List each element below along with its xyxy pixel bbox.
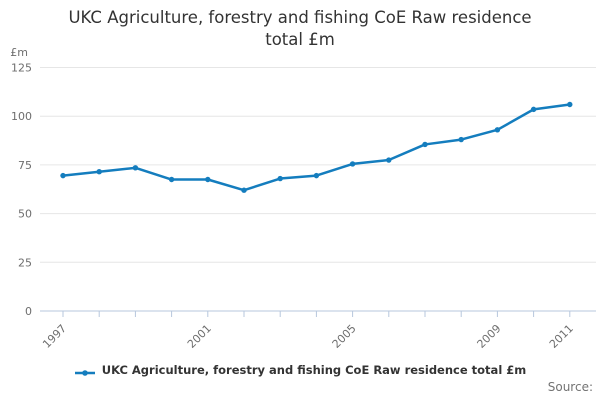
x-axis-ticks — [62, 311, 571, 317]
svg-text:25: 25 — [18, 256, 32, 269]
svg-text:2011: 2011 — [547, 322, 576, 351]
svg-text:1997: 1997 — [40, 322, 69, 351]
chart-title: UKC Agriculture, forestry and fishing Co… — [68, 8, 532, 50]
svg-text:2001: 2001 — [185, 322, 214, 351]
legend-line-marker-icon — [74, 364, 96, 376]
y-axis-unit-label: £m — [10, 46, 28, 59]
svg-text:2005: 2005 — [330, 322, 359, 351]
svg-text:2009: 2009 — [475, 322, 504, 351]
legend-item-label[interactable]: UKC Agriculture, forestry and fishing Co… — [101, 363, 527, 377]
x-axis-labels: 1997 2001 2005 2009 2011 — [40, 322, 576, 351]
svg-text:0: 0 — [25, 305, 32, 318]
data-points — [60, 101, 573, 193]
svg-text:75: 75 — [18, 159, 32, 172]
gridlines — [40, 67, 596, 263]
y-axis-labels: 0 25 50 75 100 125 £m — [10, 46, 32, 318]
svg-text:125: 125 — [11, 62, 32, 75]
svg-text:50: 50 — [18, 208, 32, 221]
svg-text:100: 100 — [11, 110, 32, 123]
legend: UKC Agriculture, forestry and fishing Co… — [0, 361, 600, 379]
source-label: Source: — [547, 380, 593, 394]
